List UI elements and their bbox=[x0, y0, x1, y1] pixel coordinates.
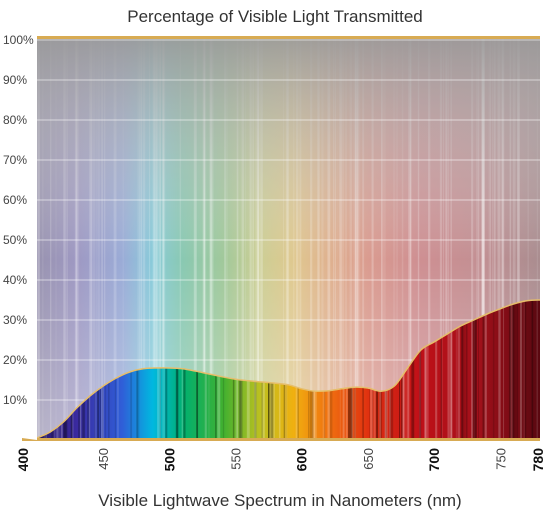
spectrum-line bbox=[482, 300, 485, 440]
spectrum-line bbox=[419, 300, 422, 440]
spectrum-line bbox=[472, 300, 475, 440]
spectrum-line bbox=[508, 300, 512, 440]
spectrum-line bbox=[465, 300, 468, 440]
x-tick-label: 700 bbox=[426, 448, 442, 472]
spectrum-line bbox=[474, 300, 477, 440]
spectrum-line bbox=[441, 300, 443, 440]
spectrum-line bbox=[455, 300, 457, 440]
y-tick-label: 100% bbox=[3, 33, 34, 47]
spectrum-line bbox=[516, 300, 518, 440]
spectrum-line bbox=[408, 300, 410, 440]
frame-corner bbox=[22, 412, 37, 440]
spectrum-line bbox=[162, 300, 165, 440]
x-tick-label: 600 bbox=[294, 448, 310, 472]
spectrum-line bbox=[419, 300, 421, 440]
x-tick-label: 780 bbox=[530, 448, 546, 472]
spectrum-line bbox=[435, 300, 438, 440]
frame-bottom bbox=[22, 438, 540, 441]
spectrum-line bbox=[462, 300, 465, 440]
spectrum-line bbox=[440, 300, 442, 440]
spectrum-line bbox=[498, 300, 501, 440]
x-tick-label: 400 bbox=[15, 448, 31, 472]
spectrum-line bbox=[484, 300, 487, 440]
spectrum-line bbox=[458, 300, 460, 440]
spectrum-line bbox=[531, 300, 534, 440]
spectrum-line bbox=[503, 300, 505, 440]
spectrum-line bbox=[492, 300, 495, 440]
x-axis-label: Visible Lightwave Spectrum in Nanometers… bbox=[98, 491, 461, 510]
y-tick-label: 80% bbox=[3, 113, 27, 127]
spectrum-line bbox=[424, 300, 427, 440]
spectrum-line bbox=[175, 300, 178, 440]
spectrum-line bbox=[510, 300, 513, 440]
spectrum-line bbox=[447, 300, 450, 440]
spectrum-line bbox=[471, 300, 474, 440]
spectrum-line bbox=[159, 300, 162, 440]
y-tick-label: 40% bbox=[3, 273, 27, 287]
y-tick-label: 90% bbox=[3, 73, 27, 87]
spectrum-line bbox=[512, 300, 515, 440]
y-tick-label: 30% bbox=[3, 313, 27, 327]
spectrum-line bbox=[536, 300, 538, 440]
x-tick-label: 500 bbox=[161, 448, 177, 472]
spectrum-line bbox=[471, 300, 473, 440]
spectrum-line bbox=[181, 300, 184, 440]
spectrum-line bbox=[411, 300, 415, 440]
x-tick-label: 650 bbox=[361, 448, 376, 470]
x-axis: 400 450 500 550 600 650 700 750 780 bbox=[15, 448, 546, 472]
spectrum-line bbox=[427, 300, 429, 440]
spectrum-line bbox=[406, 300, 409, 440]
chart-title: Percentage of Visible Light Transmitted bbox=[127, 7, 422, 26]
x-tick-label: 550 bbox=[229, 448, 244, 470]
spectrum-line bbox=[478, 300, 479, 440]
spectrum-line bbox=[449, 300, 452, 440]
y-tick-label: 70% bbox=[3, 153, 27, 167]
spectrum-line bbox=[157, 300, 161, 440]
spectrum-line bbox=[460, 300, 463, 440]
spectrum-line bbox=[517, 300, 518, 440]
spectrum-line bbox=[183, 300, 186, 440]
spectrum-line bbox=[159, 300, 161, 440]
transmission-curve bbox=[37, 299, 540, 439]
y-tick-label: 50% bbox=[3, 233, 27, 247]
spectrum-line bbox=[457, 300, 460, 440]
y-tick-label: 10% bbox=[3, 393, 27, 407]
x-tick-label: 750 bbox=[493, 448, 508, 470]
spectrum-line bbox=[515, 300, 517, 440]
spectrum-line bbox=[176, 300, 179, 440]
spectrum-line bbox=[165, 300, 168, 440]
spectrum-line bbox=[474, 300, 475, 440]
spectrum-line bbox=[424, 300, 428, 440]
y-tick-label: 60% bbox=[3, 193, 27, 207]
plot-area bbox=[37, 38, 540, 440]
y-tick-label: 20% bbox=[3, 353, 27, 367]
spectrum-line bbox=[502, 300, 504, 440]
y-axis: 10% 20% 30% 40% 50% 60% 70% 80% 90% 100% bbox=[3, 33, 34, 407]
x-tick-label: 450 bbox=[96, 448, 111, 470]
spectrum-line bbox=[519, 300, 523, 440]
spectrum-line bbox=[523, 300, 525, 440]
spectrum-line bbox=[450, 300, 453, 440]
spectrum-line bbox=[525, 300, 527, 440]
frame-top bbox=[37, 36, 540, 39]
